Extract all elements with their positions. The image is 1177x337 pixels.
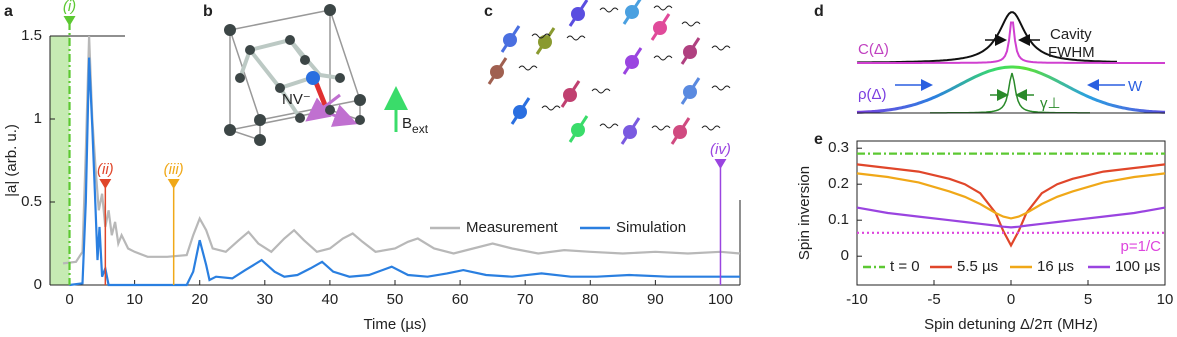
x-tick-label: 0 [65, 291, 73, 308]
y-tick-label: 0.5 [21, 193, 42, 210]
spin-arrow [487, 57, 508, 85]
x-tick-label: 60 [452, 291, 469, 308]
x-tick-label: 30 [256, 291, 273, 308]
fwhm-label: FWHM [1048, 44, 1095, 61]
w-label: W [1128, 78, 1143, 95]
x-axis-label: Spin detuning Δ/2π (MHz) [924, 316, 1098, 333]
marker-triangle [167, 179, 180, 189]
x-tick-label: 70 [517, 291, 534, 308]
panel-label: a [4, 3, 13, 20]
x-axis-label: Time (µs) [363, 316, 426, 333]
marker-triangle [63, 16, 76, 26]
gamma-label: γ⊥ [1040, 95, 1061, 112]
spin-arrow [568, 115, 589, 143]
y-axis-label: |a| (arb. u.) [3, 124, 20, 197]
rho-label: ρ(Δ) [858, 86, 887, 103]
x-tick-label: -10 [846, 291, 868, 308]
photon [653, 5, 673, 11]
y-tick-label: 0 [841, 247, 849, 264]
x-tick-label: 10 [126, 291, 143, 308]
photon [599, 123, 619, 129]
series-label: p=1/C [1121, 238, 1162, 255]
y-axis-label: Spin inversion [796, 166, 813, 260]
legend-label: 16 µs [1037, 258, 1074, 275]
panel-label: d [814, 3, 824, 20]
y-tick-label: 0.3 [828, 139, 849, 156]
atoms [224, 4, 366, 146]
y-tick-label: 0.1 [828, 211, 849, 228]
cavity-label: Cavity [1050, 26, 1092, 43]
photon [651, 125, 671, 131]
spin-distribution [856, 65, 1166, 114]
spin-arrow [500, 25, 521, 53]
spin-arrow [568, 0, 589, 27]
field-label: Bext [402, 115, 429, 136]
legend-label: Simulation [616, 219, 686, 236]
photon [566, 35, 586, 41]
shaded-region [50, 36, 70, 285]
photon [531, 33, 551, 39]
y-tick-label: 0 [34, 276, 42, 293]
spin-arrow [620, 117, 641, 145]
marker-triangle [99, 179, 112, 189]
photon [711, 45, 731, 51]
spin-arrow [535, 27, 556, 55]
spin-arrow [622, 47, 643, 75]
spin-arrow [560, 80, 581, 108]
spin-arrow [510, 97, 531, 125]
photon [591, 88, 611, 94]
y-tick-label: 0.2 [828, 175, 849, 192]
panel-label: e [814, 131, 823, 148]
x-tick-label: 10 [1157, 291, 1174, 308]
homogeneous-line [930, 72, 1090, 114]
marker-label: (iv) [710, 141, 731, 158]
x-tick-label: 5 [1084, 291, 1092, 308]
panel-label: c [484, 3, 493, 20]
photon [653, 55, 673, 61]
photon [701, 125, 721, 131]
field-label: B [402, 115, 412, 132]
spin-arrow [670, 117, 691, 145]
c-label: C(Δ) [858, 41, 889, 58]
x-tick-label: -5 [927, 291, 940, 308]
photon [518, 65, 538, 71]
x-tick-label: 20 [191, 291, 208, 308]
x-tick-label: 0 [1007, 291, 1015, 308]
legend-label: Measurement [466, 219, 559, 236]
y-tick-label: 1.5 [21, 27, 42, 44]
spin-cavity-curve [857, 21, 1165, 64]
spin-arrow [680, 37, 701, 65]
spin-arrow [650, 13, 671, 41]
field-subscript: ext [412, 122, 429, 136]
photon [681, 21, 701, 27]
x-tick-label: 50 [387, 291, 404, 308]
marker-label: (iii) [164, 161, 184, 178]
x-tick-label: 80 [582, 291, 599, 308]
marker-triangle [714, 159, 727, 169]
series-line [856, 163, 1166, 248]
series-line [69, 57, 740, 287]
y-tick-label: 1 [34, 110, 42, 127]
legend-label: t = 0 [890, 258, 920, 275]
nv-label: NV⁻ [282, 91, 311, 108]
marker-label: (i) [63, 0, 76, 15]
marker-label: (ii) [97, 161, 114, 178]
photon [541, 105, 561, 111]
x-tick-label: 100 [708, 291, 733, 308]
legend-label: 100 µs [1115, 258, 1160, 275]
series-line [856, 172, 1166, 220]
spin-arrow [680, 77, 701, 105]
legend-label: 5.5 µs [957, 258, 998, 275]
panel-label: b [203, 3, 213, 20]
spin-arrow [622, 0, 642, 25]
photon [711, 85, 731, 91]
spectra-schematic [856, 11, 1166, 114]
x-tick-label: 40 [322, 291, 339, 308]
photon [599, 7, 619, 13]
spin-ensemble [487, 0, 731, 145]
x-tick-label: 90 [647, 291, 664, 308]
series-line [856, 206, 1166, 229]
